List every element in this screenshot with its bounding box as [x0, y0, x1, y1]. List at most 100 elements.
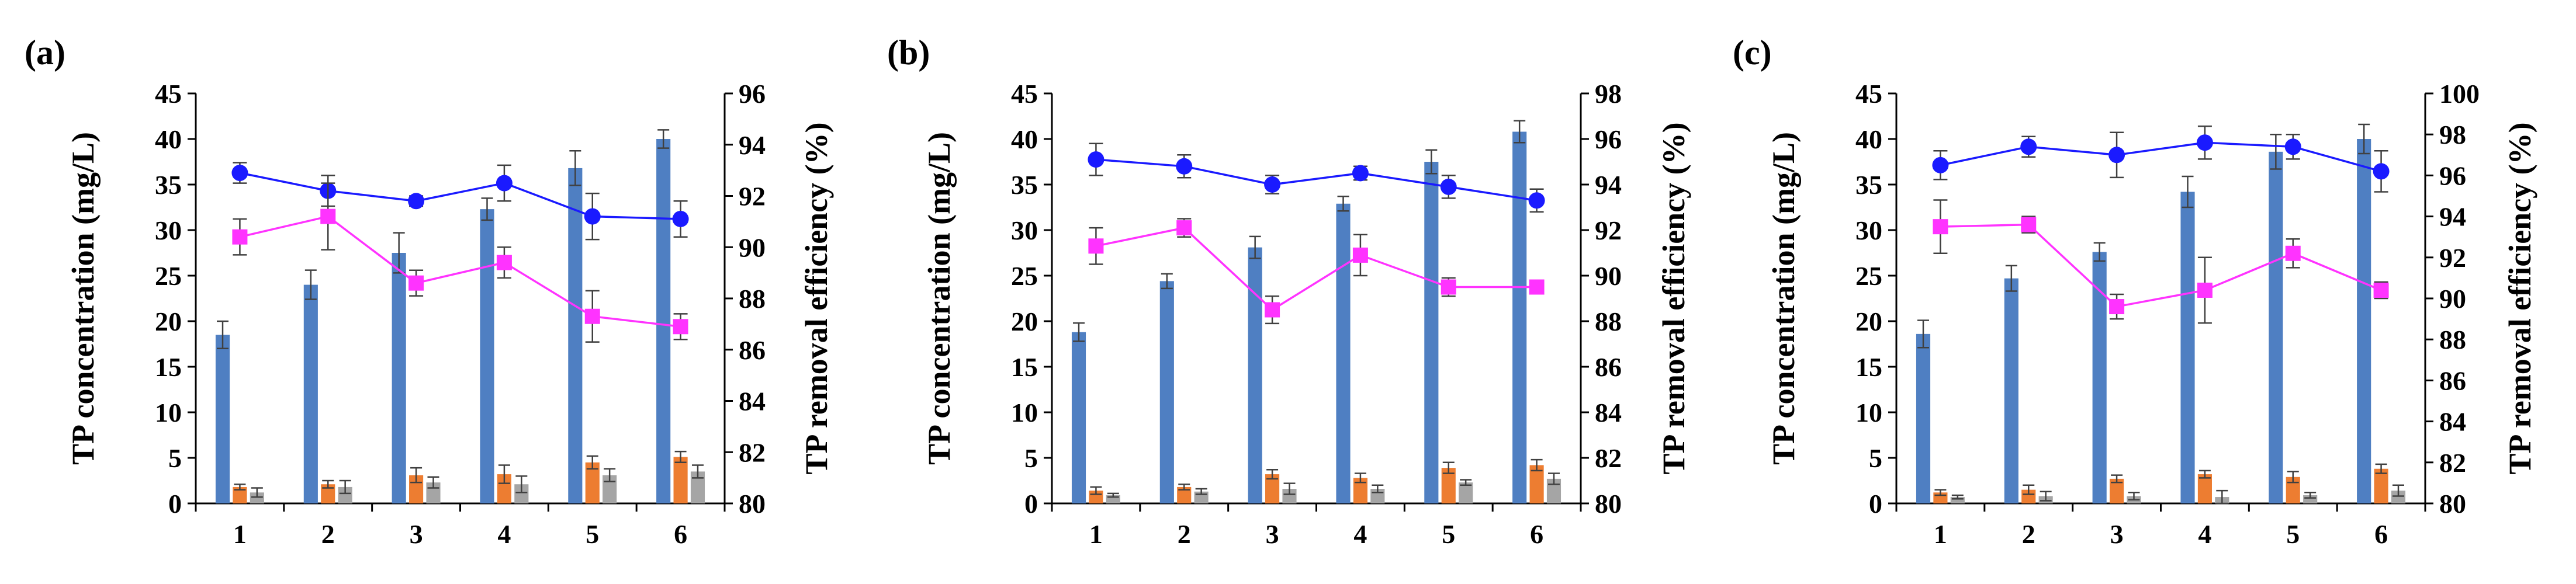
line-point-circle — [1440, 178, 1457, 195]
left-y-tick-label: 10 — [1855, 398, 1882, 427]
left-y-tick-label: 15 — [1855, 352, 1882, 382]
panel-label: (a) — [25, 33, 65, 72]
y-axis-title: TP concentration (mg/L) — [65, 132, 101, 465]
line-circle-series — [1096, 158, 1537, 202]
left-y-tick-label: 45 — [1855, 79, 1882, 109]
left-y-tick-label: 5 — [168, 443, 182, 473]
line-square-series — [240, 215, 681, 328]
line-point-circle — [1352, 165, 1369, 182]
right-y-tick-label: 80 — [1595, 489, 1622, 519]
y-axis-title: TP concentration (mg/L) — [922, 132, 957, 465]
left-y-tick-label: 0 — [1869, 489, 1882, 519]
line-point-square — [1088, 238, 1104, 254]
right-y-tick-label: 98 — [2439, 120, 2466, 150]
line-point-square — [2021, 217, 2037, 232]
chart-panel-b: (b)0510152025303540458082848688909294969… — [887, 33, 1691, 549]
x-tick-label: 4 — [497, 519, 511, 549]
line-point-circle — [1264, 176, 1281, 193]
bar-influent — [656, 139, 671, 503]
bar-effluent-1 — [673, 457, 688, 503]
line-point-square — [1933, 219, 1948, 235]
chart-panel-a: (a)0510152025303540458082848688909294961… — [25, 33, 834, 549]
chart-panel-c: (c)0510152025303540458082848688909294969… — [1733, 33, 2537, 549]
left-y-tick-label: 15 — [1011, 352, 1038, 382]
line-point-square — [1441, 279, 1456, 295]
bar-influent — [2357, 139, 2371, 503]
line-point-circle — [1932, 157, 1949, 173]
x-tick-label: 5 — [586, 519, 599, 549]
line-point-circle — [496, 175, 513, 192]
left-y-tick-label: 45 — [155, 79, 182, 109]
right-y-tick-label: 94 — [2439, 202, 2466, 232]
left-y-tick-label: 0 — [168, 489, 182, 519]
left-y-tick-label: 5 — [1869, 443, 1882, 473]
bar-influent — [2269, 151, 2283, 504]
left-y-tick-label: 5 — [1024, 443, 1038, 473]
left-y-tick-label: 35 — [1855, 170, 1882, 200]
x-tick-label: 3 — [410, 519, 423, 549]
line-point-circle — [1088, 151, 1105, 168]
bar-effluent-2 — [1950, 497, 1965, 503]
bar-influent — [1512, 131, 1527, 503]
bar-influent — [2180, 192, 2195, 504]
line-point-circle — [2020, 138, 2037, 155]
bar-influent — [303, 284, 318, 503]
bar-influent — [1424, 162, 1439, 503]
line-circle-series — [1940, 141, 2382, 173]
line-point-square — [232, 229, 248, 245]
line-point-square — [2109, 299, 2125, 315]
line-point-circle — [2284, 138, 2301, 155]
line-point-circle — [1176, 158, 1193, 175]
x-tick-label: 6 — [2374, 519, 2388, 549]
line-point-square — [320, 208, 336, 224]
line-point-square — [2373, 282, 2389, 298]
x-tick-label: 2 — [2022, 519, 2035, 549]
x-tick-label: 1 — [1934, 519, 1947, 549]
right-y-tick-label: 94 — [739, 130, 766, 160]
right-y-tick-label: 84 — [1595, 398, 1622, 427]
bar-influent — [1916, 333, 1931, 503]
left-y-tick-label: 40 — [1855, 124, 1882, 154]
line-circle-series — [240, 172, 681, 220]
right-y-tick-label: 96 — [1595, 124, 1622, 154]
left-y-tick-label: 15 — [155, 352, 182, 382]
right-y-tick-label: 90 — [2439, 284, 2466, 314]
left-y-tick-label: 10 — [1011, 398, 1038, 427]
bar-effluent-2 — [2391, 491, 2406, 503]
bar-influent — [1336, 203, 1351, 503]
y2-axis-title: TP removal efficiency (%) — [1656, 122, 1691, 474]
right-y-tick-label: 92 — [739, 182, 766, 211]
left-y-tick-label: 40 — [155, 124, 182, 154]
bar-effluent-2 — [250, 492, 264, 503]
right-y-tick-label: 96 — [739, 79, 766, 109]
right-y-tick-label: 86 — [1595, 352, 1622, 382]
x-tick-label: 5 — [2286, 519, 2300, 549]
line-point-circle — [2196, 134, 2213, 151]
bar-influent — [392, 253, 406, 503]
line-point-square — [2285, 245, 2301, 261]
bar-effluent-1 — [2197, 474, 2212, 503]
left-y-tick-label: 35 — [155, 170, 182, 200]
left-y-tick-label: 10 — [155, 398, 182, 427]
y2-axis-title: TP removal efficiency (%) — [2502, 122, 2537, 474]
x-tick-label: 2 — [321, 519, 335, 549]
x-tick-label: 6 — [674, 519, 687, 549]
line-point-circle — [1528, 192, 1545, 209]
line-square-series — [1940, 223, 2382, 308]
left-y-tick-label: 35 — [1011, 170, 1038, 200]
line-point-circle — [584, 208, 601, 225]
line-square-series — [1096, 227, 1537, 311]
right-y-tick-label: 98 — [1595, 79, 1622, 109]
left-y-tick-label: 40 — [1011, 124, 1038, 154]
left-y-tick-label: 25 — [155, 261, 182, 291]
line-point-square — [1529, 279, 1545, 295]
line-point-square — [1352, 247, 1368, 263]
x-tick-label: 1 — [233, 519, 247, 549]
x-tick-label: 4 — [2198, 519, 2211, 549]
right-y-tick-label: 90 — [739, 232, 766, 262]
left-y-tick-label: 25 — [1011, 261, 1038, 291]
line-point-square — [496, 255, 512, 270]
right-y-tick-label: 92 — [2439, 243, 2466, 273]
line-point-circle — [231, 165, 248, 182]
bar-influent — [1248, 247, 1262, 503]
